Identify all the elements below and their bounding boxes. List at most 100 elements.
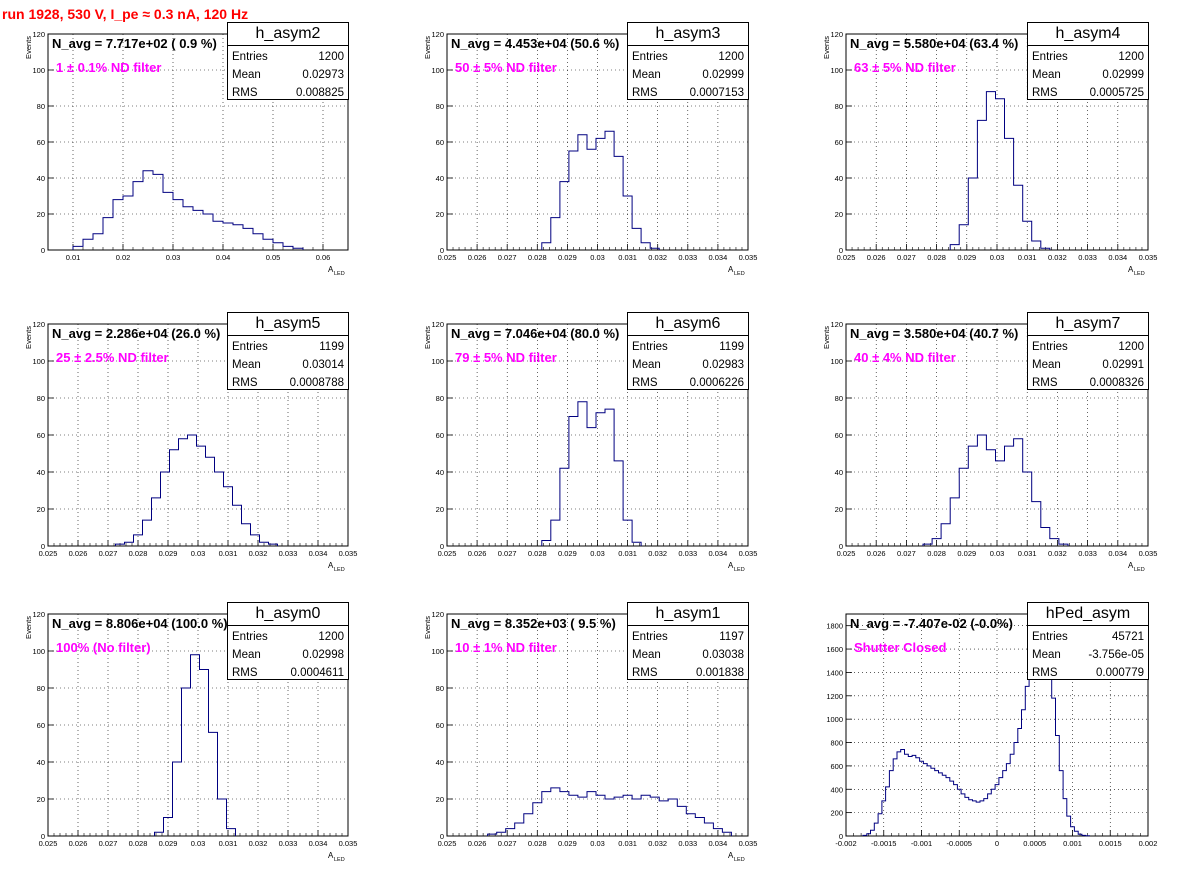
x-tick-label: 0.035 (739, 839, 758, 848)
stats-mean-value: 0.03038 (702, 649, 744, 661)
x-tick-label: 0.032 (1048, 253, 1067, 262)
x-axis-title: A (728, 265, 734, 274)
stats-entries-row: Entries 1200 (632, 47, 744, 67)
x-tick-label: 0.027 (498, 839, 517, 848)
stats-box: h_asym5 Entries 1199 Mean 0.03014 RMS 0.000878… (227, 312, 349, 390)
y-tick-label: 1400 (826, 668, 843, 677)
x-tick-label: 0.025 (837, 549, 856, 558)
histogram-bin (677, 806, 686, 836)
stats-entries-row: Entries 45721 (1032, 627, 1144, 647)
stats-mean-label: Mean (232, 69, 261, 81)
filter-label: 40 ± 4% ND filter (854, 350, 956, 365)
histogram-bin (650, 248, 659, 250)
x-tick-label: 0.029 (558, 549, 577, 558)
x-axis-title: A (1128, 265, 1134, 274)
stats-entries-value: 1200 (718, 51, 744, 63)
histogram-bin (959, 225, 968, 250)
stats-entries-value: 1200 (1118, 341, 1144, 353)
stats-entries-label: Entries (1032, 51, 1068, 63)
histogram-bin (560, 468, 569, 546)
histogram-bin (976, 802, 980, 836)
histogram-bin (1010, 754, 1014, 836)
histogram-bin (215, 472, 224, 546)
y-tick-label: 40 (37, 758, 45, 767)
histogram-bin (695, 818, 704, 837)
histogram-bin (605, 131, 614, 250)
y-tick-label: 80 (436, 684, 444, 693)
histogram-line (487, 787, 732, 836)
histogram-bin (578, 797, 587, 836)
stats-entries-value: 1200 (1118, 51, 1144, 63)
stats-entries-label: Entries (632, 341, 668, 353)
y-tick-label: 100 (32, 647, 45, 656)
x-tick-label: 0.035 (739, 549, 758, 558)
y-tick-label: 1600 (826, 645, 843, 654)
stats-mean-value: 0.03014 (302, 359, 344, 371)
x-tick-label: 0.026 (468, 253, 487, 262)
x-tick-label: 0.026 (69, 549, 88, 558)
histogram-bin (569, 417, 578, 547)
stats-rms-value: 0.0004611 (290, 667, 344, 679)
x-tick-label: 0 (995, 839, 999, 848)
y-axis-title: Events (24, 36, 33, 59)
navg-label: N_avg = -7.407e-02 (-0.0%) (850, 616, 1013, 631)
histogram-bin (1022, 710, 1026, 836)
y-tick-label: 60 (835, 431, 843, 440)
x-tick-label: 0.027 (99, 839, 118, 848)
x-tick-label: 0.033 (678, 839, 697, 848)
histogram-bin (188, 435, 197, 546)
histogram-bin (995, 461, 1004, 546)
x-tick-label: 0.032 (648, 253, 667, 262)
x-tick-label: 0.027 (897, 253, 916, 262)
x-tick-label: 0.028 (528, 839, 547, 848)
histogram-bin (223, 223, 233, 250)
y-tick-label: 20 (436, 795, 444, 804)
histogram-panel-h_asym3: 0.025 0.026 0.027 0.028 0.029 0.03 0.031 0.032 0… (423, 30, 757, 277)
histogram-bin (614, 797, 623, 836)
histogram-line (115, 434, 278, 546)
histogram-bin (686, 814, 695, 836)
x-tick-label: -0.0005 (947, 839, 972, 848)
histogram-bin (942, 775, 946, 836)
stats-rms-value: 0.0007153 (689, 87, 744, 99)
histogram-bin (1050, 539, 1059, 546)
y-tick-label: 120 (431, 320, 444, 329)
stats-entries-label: Entries (632, 51, 668, 63)
y-tick-label: 80 (835, 394, 843, 403)
stats-rms-row: RMS 0.0006226 (632, 373, 744, 393)
stats-rms-label: RMS (1032, 377, 1058, 389)
stats-rms-row: RMS 0.008825 (232, 83, 344, 103)
histogram-bin (641, 243, 650, 250)
stats-mean-value: -3.756e-05 (1088, 649, 1144, 661)
y-axis-title: Events (822, 326, 831, 349)
x-tick-label: 0.029 (159, 839, 178, 848)
y-tick-label: 120 (32, 610, 45, 619)
histogram-bin (506, 829, 515, 836)
stats-entries-label: Entries (632, 631, 668, 643)
y-tick-label: 600 (830, 762, 843, 771)
stats-mean-label: Mean (632, 69, 661, 81)
x-tick-label: 0.032 (249, 549, 268, 558)
histogram-bin (164, 818, 173, 837)
filter-label: Shutter Closed (854, 640, 947, 655)
stats-mean-row: Mean 0.02973 (232, 65, 344, 85)
x-tick-label: 0.028 (927, 549, 946, 558)
histogram-bin (596, 795, 605, 836)
histogram-line (949, 91, 1051, 250)
x-tick-label: 0.031 (1018, 549, 1037, 558)
x-tick-label: 0.03 (590, 549, 605, 558)
histogram-bin (560, 792, 569, 836)
y-axis-title: Events (423, 326, 432, 349)
histogram-bin (1006, 764, 1010, 836)
histogram-bin (134, 535, 143, 546)
x-tick-label: 0.034 (1108, 549, 1127, 558)
navg-label: N_avg = 8.352e+03 ( 9.5 %) (451, 616, 616, 631)
histogram-bin (972, 801, 976, 836)
histogram-bin (927, 766, 931, 836)
y-tick-label: 120 (830, 320, 843, 329)
x-axis-title-sub: LED (734, 857, 745, 863)
histogram-bin (874, 823, 878, 836)
histogram-bin (587, 149, 596, 250)
x-tick-label: 0.028 (129, 839, 148, 848)
y-tick-label: 100 (431, 647, 444, 656)
